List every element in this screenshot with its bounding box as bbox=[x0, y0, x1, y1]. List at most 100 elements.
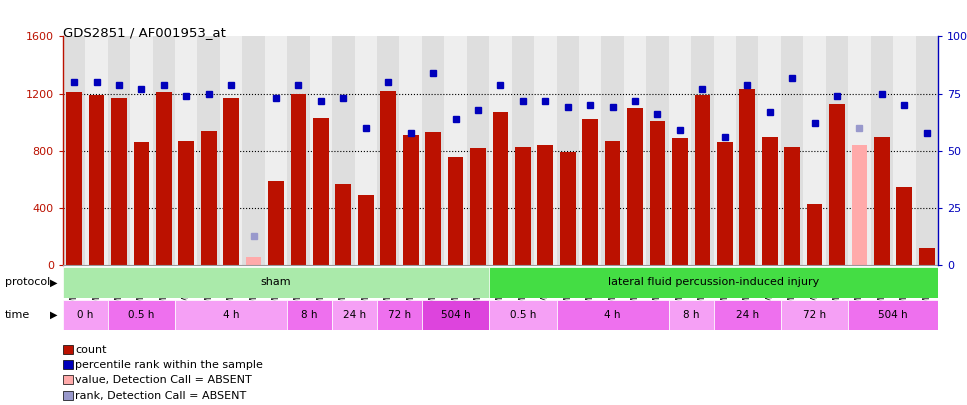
Bar bbox=[781, 300, 848, 330]
Bar bbox=[492, 112, 509, 265]
Bar bbox=[448, 157, 463, 265]
Bar bbox=[246, 257, 261, 265]
Bar bbox=[870, 36, 894, 265]
Bar bbox=[916, 36, 938, 265]
Bar bbox=[332, 300, 377, 330]
Bar bbox=[153, 36, 175, 265]
Text: GDS2851 / AF001953_at: GDS2851 / AF001953_at bbox=[63, 26, 225, 39]
Bar bbox=[403, 135, 419, 265]
Bar bbox=[131, 36, 153, 265]
Bar bbox=[557, 36, 579, 265]
Text: ▶: ▶ bbox=[50, 310, 58, 320]
Bar bbox=[175, 300, 287, 330]
Bar bbox=[694, 95, 710, 265]
Bar bbox=[355, 36, 377, 265]
Bar bbox=[582, 119, 598, 265]
Text: lateral fluid percussion-induced injury: lateral fluid percussion-induced injury bbox=[608, 277, 819, 288]
Bar bbox=[829, 104, 845, 265]
Text: 72 h: 72 h bbox=[803, 310, 826, 320]
Bar bbox=[896, 187, 912, 265]
Bar bbox=[691, 36, 714, 265]
Text: 24 h: 24 h bbox=[343, 310, 366, 320]
Bar bbox=[489, 36, 512, 265]
Text: 504 h: 504 h bbox=[441, 310, 470, 320]
Bar bbox=[156, 92, 172, 265]
Bar bbox=[515, 147, 531, 265]
Bar bbox=[806, 204, 822, 265]
Bar bbox=[717, 142, 733, 265]
Bar bbox=[628, 108, 643, 265]
Bar bbox=[291, 94, 307, 265]
Bar bbox=[467, 36, 489, 265]
Bar bbox=[223, 98, 239, 265]
Bar bbox=[201, 131, 217, 265]
Bar bbox=[579, 36, 601, 265]
Bar bbox=[377, 300, 422, 330]
Bar bbox=[894, 36, 916, 265]
Bar bbox=[874, 136, 890, 265]
Bar bbox=[489, 300, 557, 330]
Bar bbox=[826, 36, 848, 265]
Bar bbox=[66, 92, 82, 265]
Bar bbox=[358, 195, 373, 265]
Bar bbox=[804, 36, 826, 265]
Text: 8 h: 8 h bbox=[302, 310, 318, 320]
Bar bbox=[107, 300, 175, 330]
Bar bbox=[919, 248, 935, 265]
Text: 4 h: 4 h bbox=[223, 310, 240, 320]
Bar bbox=[197, 36, 220, 265]
Bar bbox=[422, 36, 444, 265]
Bar bbox=[287, 300, 332, 330]
Bar bbox=[650, 121, 665, 265]
Bar bbox=[538, 145, 553, 265]
Bar bbox=[63, 36, 85, 265]
Text: count: count bbox=[75, 345, 107, 354]
Bar bbox=[512, 36, 534, 265]
Bar bbox=[848, 36, 870, 265]
Bar bbox=[714, 300, 781, 330]
Bar bbox=[89, 95, 104, 265]
Bar bbox=[287, 36, 309, 265]
Text: rank, Detection Call = ABSENT: rank, Detection Call = ABSENT bbox=[75, 391, 247, 401]
Bar bbox=[220, 36, 243, 265]
Bar bbox=[740, 90, 755, 265]
Bar bbox=[399, 36, 422, 265]
Bar bbox=[557, 300, 669, 330]
Bar bbox=[601, 36, 624, 265]
Text: time: time bbox=[5, 310, 30, 320]
Text: percentile rank within the sample: percentile rank within the sample bbox=[75, 360, 263, 370]
Text: 72 h: 72 h bbox=[388, 310, 411, 320]
Bar bbox=[85, 36, 107, 265]
Bar bbox=[852, 145, 867, 265]
Bar bbox=[336, 184, 351, 265]
Text: ▶: ▶ bbox=[50, 277, 58, 288]
Bar bbox=[425, 132, 441, 265]
Bar bbox=[646, 36, 669, 265]
Text: value, Detection Call = ABSENT: value, Detection Call = ABSENT bbox=[75, 375, 252, 385]
Bar bbox=[265, 36, 287, 265]
Bar bbox=[604, 141, 621, 265]
Bar bbox=[107, 36, 131, 265]
Bar bbox=[268, 181, 284, 265]
Text: sham: sham bbox=[261, 277, 291, 288]
Bar bbox=[560, 152, 575, 265]
Bar bbox=[534, 36, 557, 265]
Text: 24 h: 24 h bbox=[736, 310, 759, 320]
Text: 8 h: 8 h bbox=[683, 310, 699, 320]
Bar bbox=[243, 36, 265, 265]
Bar bbox=[784, 147, 800, 265]
Bar bbox=[175, 36, 197, 265]
Bar bbox=[848, 300, 938, 330]
Bar bbox=[669, 36, 691, 265]
Bar bbox=[470, 148, 485, 265]
Text: 4 h: 4 h bbox=[604, 310, 621, 320]
Text: 504 h: 504 h bbox=[878, 310, 908, 320]
Bar bbox=[332, 36, 355, 265]
Bar bbox=[489, 267, 938, 298]
Bar bbox=[736, 36, 758, 265]
Bar bbox=[380, 91, 396, 265]
Text: protocol: protocol bbox=[5, 277, 50, 288]
Bar bbox=[624, 36, 646, 265]
Bar bbox=[422, 300, 489, 330]
Bar bbox=[63, 300, 107, 330]
